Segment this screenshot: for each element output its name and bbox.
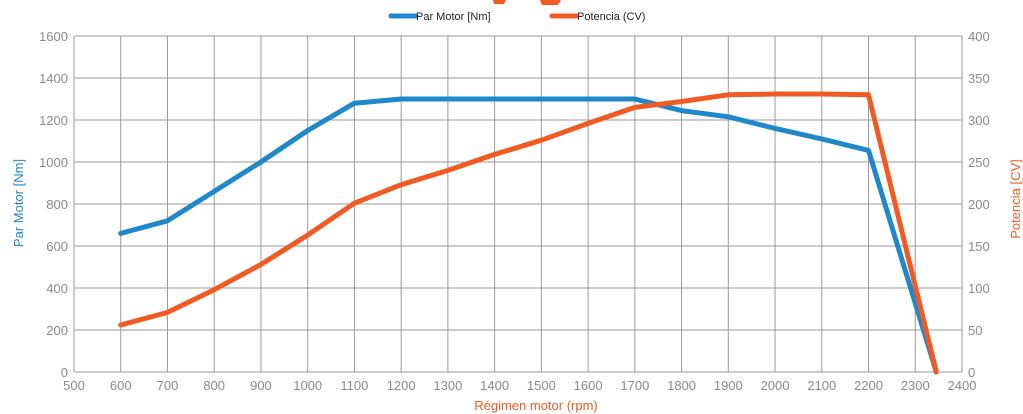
- x-axis-title: Régimen motor (rpm): [474, 398, 598, 413]
- y-left-tick-label: 200: [46, 323, 68, 338]
- y-right-tick-label: 300: [968, 113, 990, 128]
- y-left-tick-label: 1200: [39, 113, 68, 128]
- series-line-potencia: [118, 91, 939, 375]
- x-tick-label: 1900: [714, 378, 743, 393]
- x-tick-label: 2100: [807, 378, 836, 393]
- x-tick-label: 2200: [854, 378, 883, 393]
- y-right-tick-label: 350: [968, 71, 990, 86]
- y-right-tick-label: 50: [968, 323, 982, 338]
- y-right-axis-title: Potencia [CV]: [1008, 159, 1023, 239]
- legend-label-potencia: Potencia (CV): [577, 11, 645, 23]
- x-tick-label: 900: [250, 378, 272, 393]
- cropped-title-fragment: [493, 0, 561, 5]
- y-right-tick-label: 250: [968, 155, 990, 170]
- x-tick-label: 600: [110, 378, 132, 393]
- y-left-axis-title: Par Motor [Nm]: [11, 159, 26, 247]
- y-left-tick-label: 1600: [39, 29, 68, 44]
- series-lines: [118, 91, 939, 375]
- x-tick-label: 1700: [620, 378, 649, 393]
- y-left-tick-label: 600: [46, 239, 68, 254]
- y-right-tick-label: 150: [968, 239, 990, 254]
- y-right-tick-label: 200: [968, 197, 990, 212]
- y-right-tick-label: 0: [968, 365, 975, 380]
- x-tick-label: 1600: [574, 378, 603, 393]
- x-tick-label: 2000: [761, 378, 790, 393]
- grid-lines: [73, 35, 963, 373]
- tick-labels: 500 600 700 800 900 1000 1100 1200 1300 1400 1500 1…: [39, 29, 990, 393]
- x-tick-label: 1300: [433, 378, 462, 393]
- y-left-tick-label: 0: [61, 365, 68, 380]
- x-tick-label: 1000: [293, 378, 322, 393]
- x-tick-label: 1500: [527, 378, 556, 393]
- x-tick-label: 1100: [340, 378, 368, 393]
- y-right-tick-label: 400: [968, 29, 990, 44]
- x-tick-label: 2400: [948, 378, 977, 393]
- x-tick-label: 800: [203, 378, 225, 393]
- y-left-tick-label: 1000: [39, 155, 68, 170]
- x-tick-label: 1400: [480, 378, 509, 393]
- y-left-tick-label: 1400: [39, 71, 68, 86]
- y-right-tick-label: 100: [968, 281, 990, 296]
- y-left-tick-label: 400: [46, 281, 68, 296]
- x-tick-label: 1800: [667, 378, 696, 393]
- x-tick-label: 500: [63, 378, 85, 393]
- series-line-par-motor: [118, 96, 939, 375]
- x-tick-label: 1200: [387, 378, 416, 393]
- x-tick-label: 700: [157, 378, 179, 393]
- x-tick-label: 2300: [901, 378, 930, 393]
- legend: Par Motor [Nm] Potencia (CV): [388, 11, 645, 23]
- legend-label-par-motor: Par Motor [Nm]: [416, 11, 491, 23]
- y-left-tick-label: 800: [46, 197, 68, 212]
